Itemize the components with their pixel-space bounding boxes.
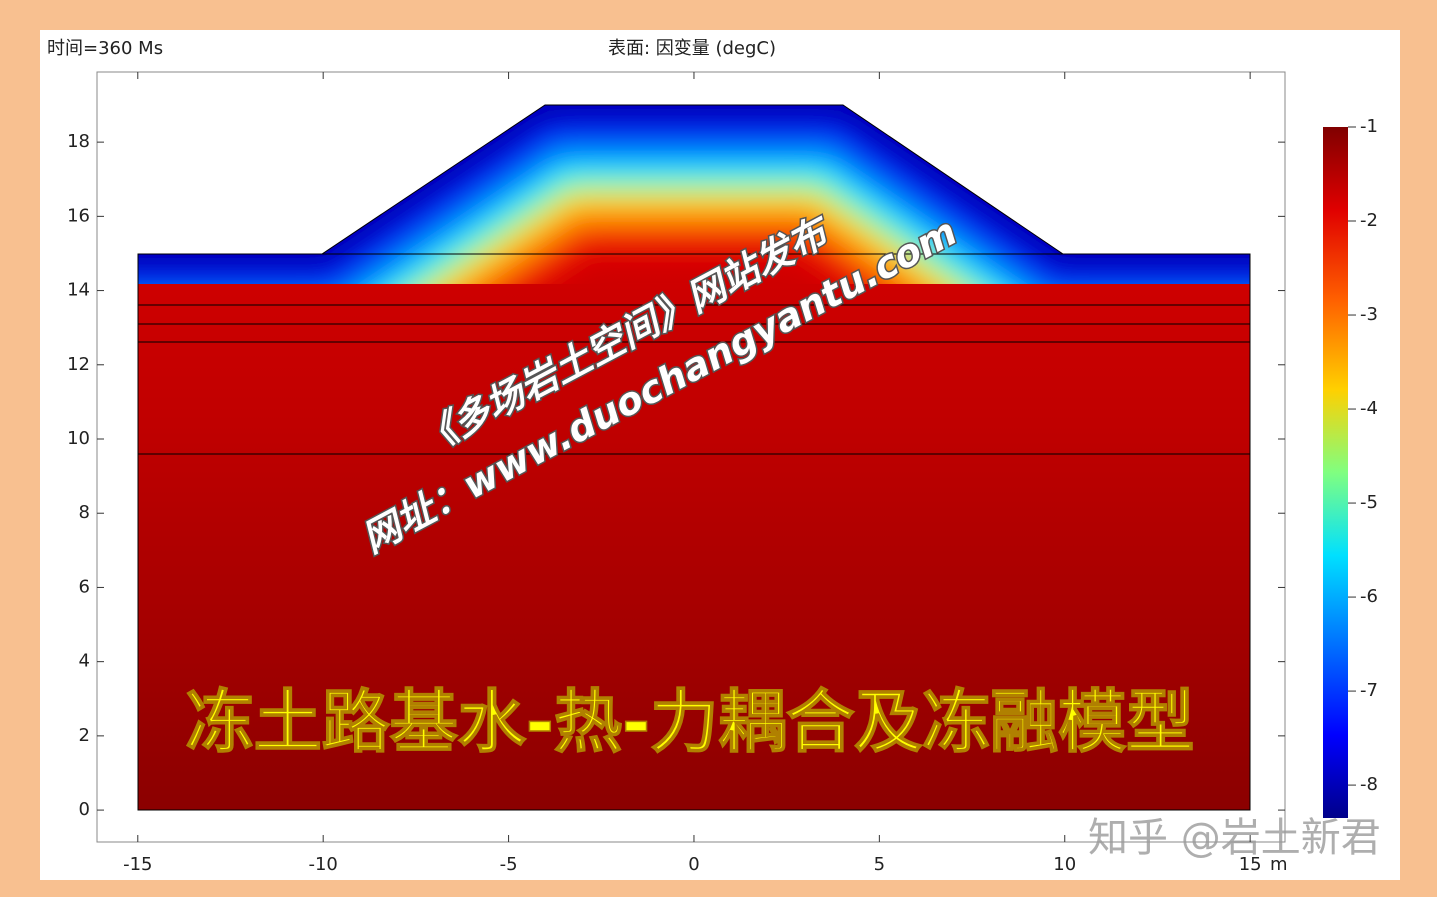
x-tick-label: 15 [1239,854,1262,875]
x-tick-label: -10 [308,854,337,875]
colorbar-tick-label: -4 [1360,398,1378,419]
colorbar-tick-label: -8 [1360,774,1378,795]
time-label: 时间=360 Ms [47,38,163,59]
axes-frame [96,71,1286,843]
x-tick-label: -15 [123,854,152,875]
y-tick-label: 6 [79,576,90,597]
x-tick-label: -5 [500,854,518,875]
x-unit: m [1270,854,1288,875]
y-tick-label: 2 [79,725,90,746]
x-tick-label: 5 [874,854,885,875]
y-tick-label: 18 [67,131,90,152]
colorbar-tick-label: -1 [1360,116,1378,137]
footer: 知乎 @岩土新君 [1088,815,1381,861]
y-tick-label: 10 [67,428,90,449]
colorbar-tick-label: -2 [1360,210,1378,231]
x-tick-label: 0 [688,854,699,875]
x-tick-label: 10 [1053,854,1076,875]
y-tick-label: 16 [67,205,90,226]
y-tick-label: 0 [79,799,90,820]
y-tick-label: 14 [67,280,90,301]
colorbar [1323,127,1348,818]
y-tick-label: 4 [79,651,90,672]
y-tick-label: 12 [67,354,90,375]
colorbar-tick-label: -6 [1360,586,1378,607]
banner: 冻土路基水-热-力耦合及冻融模型 [186,684,1194,763]
colorbar-tick-label: -7 [1360,680,1378,701]
geometry-lines [137,104,1251,811]
colorbar-tick-label: -3 [1360,304,1378,325]
chart-title: 表面: 因变量 (degC) [608,38,776,59]
colorbar-tick-label: -5 [1360,492,1378,513]
y-tick-label: 8 [79,502,90,523]
